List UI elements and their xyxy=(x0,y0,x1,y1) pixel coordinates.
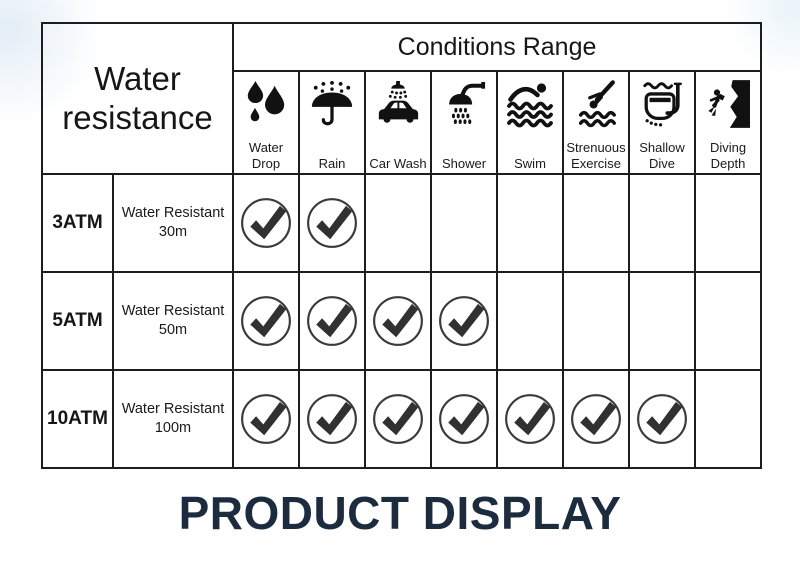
checkmark-icon xyxy=(505,394,555,444)
check-cell xyxy=(232,173,301,273)
strenuous-exercise-icon xyxy=(573,76,619,132)
check-cell xyxy=(628,271,697,371)
description-depth: 30m xyxy=(158,224,188,240)
check-cell xyxy=(364,369,433,469)
checkmark-icon xyxy=(307,296,357,346)
car-wash-icon xyxy=(375,76,421,132)
condition-cell-content: Water Drop xyxy=(235,73,297,172)
check-cell xyxy=(496,369,565,469)
check-cell xyxy=(430,271,499,371)
check-cell xyxy=(430,173,499,273)
header-row-icons: Water Drop Rain xyxy=(42,70,763,175)
checkmark-icon xyxy=(571,394,621,444)
water-drop-icon xyxy=(243,76,289,132)
check-cell xyxy=(562,271,631,371)
condition-label: Swim xyxy=(514,155,546,171)
rain-icon xyxy=(309,76,355,132)
checkmark-icon xyxy=(373,394,423,444)
condition-cell-content: Strenuous Exercise xyxy=(565,73,627,172)
condition-column-swim: Swim xyxy=(496,70,565,175)
check-cell xyxy=(364,173,433,273)
check-cell xyxy=(562,369,631,469)
check-cell xyxy=(628,173,697,273)
shower-icon xyxy=(441,76,487,132)
description-cell: Water Resistant 30m xyxy=(111,173,235,273)
condition-label: Rain xyxy=(318,155,346,171)
checkmark-icon xyxy=(439,296,489,346)
conditions-range-header: Conditions Range xyxy=(232,22,763,72)
condition-cell-content: Shallow Dive xyxy=(631,73,693,172)
description-cell: Water Resistant 100m xyxy=(111,369,235,469)
water-resistance-table: Water resistance Conditions Range Water … xyxy=(40,22,763,469)
condition-column-diving-depth: Diving Depth xyxy=(694,70,763,175)
condition-cell-content: Swim xyxy=(499,73,561,172)
condition-column-strenuous-exercise: Strenuous Exercise xyxy=(562,70,631,175)
condition-column-rain: Rain xyxy=(298,70,367,175)
condition-cell-content: Diving Depth xyxy=(697,73,759,172)
check-cell xyxy=(298,271,367,371)
description-label: Water Resistant xyxy=(121,303,225,320)
condition-column-shower: Shower xyxy=(430,70,499,175)
check-cell xyxy=(562,173,631,273)
checkmark-icon xyxy=(241,296,291,346)
checkmark-icon xyxy=(373,296,423,346)
condition-label: Water Drop xyxy=(248,140,284,171)
table-row-3atm: 3ATM Water Resistant 30m xyxy=(41,173,763,273)
condition-column-car-wash: Car Wash xyxy=(364,70,433,175)
check-cell xyxy=(298,369,367,469)
check-cell xyxy=(694,271,763,371)
condition-column-water-drop: Water Drop xyxy=(232,70,301,175)
checkmark-icon xyxy=(241,394,291,444)
check-cell xyxy=(694,173,763,273)
condition-label: Car Wash xyxy=(369,155,427,171)
description-depth: 100m xyxy=(154,420,192,436)
check-cell xyxy=(364,271,433,371)
table-row-10atm: 10ATM Water Resistant 100m xyxy=(41,369,763,469)
description-cell: Water Resistant 50m xyxy=(111,271,235,371)
checkmark-icon xyxy=(637,394,687,444)
check-cell xyxy=(496,173,565,273)
swim-icon xyxy=(506,76,554,132)
condition-cell-content: Shower xyxy=(433,73,495,172)
page-title: PRODUCT DISPLAY xyxy=(178,487,622,539)
rating-cell: 5ATM xyxy=(41,271,114,371)
checkmark-icon xyxy=(307,394,357,444)
diving-depth-icon xyxy=(706,76,751,132)
checkmark-icon xyxy=(241,198,291,248)
condition-column-shallow-dive: Shallow Dive xyxy=(628,70,697,175)
description-depth: 50m xyxy=(158,322,188,338)
condition-label: Strenuous Exercise xyxy=(566,140,626,171)
condition-label: Shower xyxy=(441,155,487,171)
shallow-dive-icon xyxy=(639,76,685,132)
check-cell xyxy=(232,271,301,371)
condition-label: Diving Depth xyxy=(709,140,747,171)
condition-label: Shallow Dive xyxy=(639,140,685,171)
checkmark-icon xyxy=(307,198,357,248)
condition-cell-content: Car Wash xyxy=(367,73,429,172)
condition-cell-content: Rain xyxy=(301,73,363,172)
check-cell xyxy=(628,369,697,469)
check-cell xyxy=(430,369,499,469)
description-label: Water Resistant xyxy=(121,401,225,418)
corner-header: Water resistance xyxy=(40,22,235,175)
check-cell xyxy=(694,369,763,469)
description-label: Water Resistant xyxy=(121,205,225,222)
checkmark-icon xyxy=(439,394,489,444)
check-cell xyxy=(496,271,565,371)
rating-cell: 10ATM xyxy=(41,369,114,469)
rating-cell: 3ATM xyxy=(41,173,114,273)
check-cell xyxy=(232,369,301,469)
header-row-conditions: Water resistance Conditions Range xyxy=(40,22,763,175)
table-row-5atm: 5ATM Water Resistant 50m xyxy=(41,271,763,371)
check-cell xyxy=(298,173,367,273)
